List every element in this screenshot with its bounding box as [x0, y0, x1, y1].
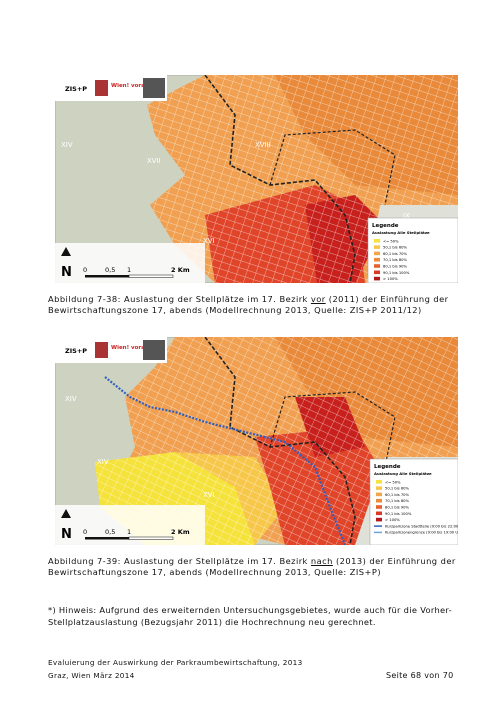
legend-title: Legende	[374, 464, 401, 470]
scale-bar	[128, 536, 174, 540]
scale-label: 1	[127, 266, 131, 274]
north-label: N	[61, 527, 72, 542]
legend-swatch	[374, 257, 380, 262]
scale-label: 0	[83, 266, 87, 274]
legend-label: 50,1 bis 60%	[383, 246, 408, 250]
district-label: XVI	[203, 237, 215, 245]
caption-emphasis: nach	[310, 556, 333, 566]
legend-label: 70,1 bis 80%	[385, 499, 410, 503]
logo-icon	[143, 340, 165, 360]
legend-label: 80,1 bis 90%	[385, 506, 410, 510]
scale-label: 0,5	[105, 266, 115, 274]
page-number: Seite 68 von 70	[386, 671, 454, 680]
scale-label: 0,5	[105, 528, 115, 536]
street-grid	[275, 75, 458, 195]
district-border	[269, 391, 396, 468]
scale-label: 2 Km	[171, 528, 190, 536]
legend-swatch	[376, 492, 382, 497]
legend-label: > 100%	[383, 277, 398, 281]
scale-label: 0	[83, 528, 87, 536]
legend-label: 80,1 bis 90%	[383, 265, 408, 269]
district-label: XIV	[65, 395, 77, 403]
caption-text: Auslastung der Stellplätze im 17. Bezirk	[123, 294, 308, 304]
logo-icon	[95, 80, 108, 96]
north-arrow	[61, 247, 71, 256]
logo-icon	[95, 342, 108, 358]
legend-subtitle: Auslastung Alle Stellplätze	[372, 230, 430, 235]
legend-swatch	[374, 264, 380, 268]
footer-text: Evaluierung der Auswirkung der Parkraumb…	[48, 658, 303, 667]
caption: Abbildung 7-38: Auslastung der Stellplät…	[48, 294, 468, 316]
legend-label: 70,1 bis 80%	[383, 258, 408, 262]
legend-label: Kurzparkzone Stadtteile (9:00 bis 22:00 …	[385, 524, 458, 528]
scale-bar	[85, 275, 129, 278]
scale-label: 2 Km	[171, 266, 190, 274]
legend-label: Kurzparkzonengrenze (9:00 bis 19:00 Uhr)	[385, 531, 458, 535]
legend-box	[369, 458, 458, 545]
legend-label: 60,1 bis 70%	[385, 493, 410, 497]
district-border	[204, 75, 356, 283]
caption-text: Auslastung der Stellplätze im 17. Bezirk	[123, 556, 308, 566]
legend-label: <= 50%	[385, 480, 401, 484]
north-label: N	[61, 265, 72, 280]
street-grid	[255, 427, 385, 545]
caption-emphasis: vor	[310, 294, 326, 304]
district-label: XIV	[61, 141, 73, 149]
caption-text: (2011) der Einführung der Bewirtschaftun…	[48, 294, 449, 315]
footer-text: Graz, Wien März 2014	[48, 671, 135, 680]
street-grid	[275, 337, 458, 447]
legend-title: Legende	[372, 223, 399, 229]
legend-swatch	[374, 251, 380, 256]
legend-label: 90,1 bis 100%	[383, 271, 410, 275]
legend-swatch	[376, 517, 382, 522]
logo-text: ZIS+P	[65, 347, 87, 355]
parking-zone-line	[104, 376, 347, 545]
district-label: IX	[403, 212, 410, 220]
legend-swatch	[376, 486, 382, 490]
legend-swatch	[376, 480, 382, 484]
legend-swatch	[374, 239, 380, 243]
district-label: XVI	[203, 491, 215, 499]
legend-swatch	[374, 276, 380, 281]
street-grid	[305, 195, 385, 283]
caption-text: (2013) der Einführung der Bewirtschaftun…	[48, 556, 456, 577]
caption-number: Abbildung 7-38:	[48, 294, 121, 304]
district-border	[269, 129, 396, 206]
legend-label: > 100%	[385, 518, 400, 522]
caption-number: Abbildung 7-39:	[48, 556, 121, 566]
legend-swatch	[374, 270, 380, 275]
legend-label: 50,1 bis 60%	[385, 487, 410, 491]
scale-bar	[128, 274, 174, 278]
legend-label: <= 50%	[383, 239, 399, 243]
logo-text: Wien! voraus	[111, 83, 153, 89]
legend-subtitle: Auslastung Alle Stellplätze	[374, 471, 432, 476]
legend-swatch	[376, 511, 382, 516]
logo-text: ZIS+P	[65, 85, 87, 93]
legend-box	[367, 217, 458, 283]
scale-label: 1	[127, 528, 131, 536]
note: *) Hinweis: Aufgrund des erweiternden Un…	[48, 605, 452, 627]
street-grid	[175, 452, 285, 545]
scale-bar	[85, 537, 129, 540]
legend-label: 90,1 bis 100%	[385, 512, 412, 516]
legend-swatch	[374, 245, 380, 249]
north-arrow	[61, 509, 71, 518]
legend-label: 60,1 bis 70%	[383, 252, 408, 256]
district-label: XVIII	[255, 141, 271, 149]
logo-icon	[143, 78, 165, 98]
legend-swatch	[376, 505, 382, 509]
district-label: XVII	[147, 157, 161, 165]
district-border	[204, 337, 356, 545]
caption: Abbildung 7-39: Auslastung der Stellplät…	[48, 556, 468, 578]
legend-swatch	[376, 498, 382, 503]
district-label: XIV	[97, 458, 109, 466]
logo-text: Wien! voraus	[111, 345, 153, 351]
